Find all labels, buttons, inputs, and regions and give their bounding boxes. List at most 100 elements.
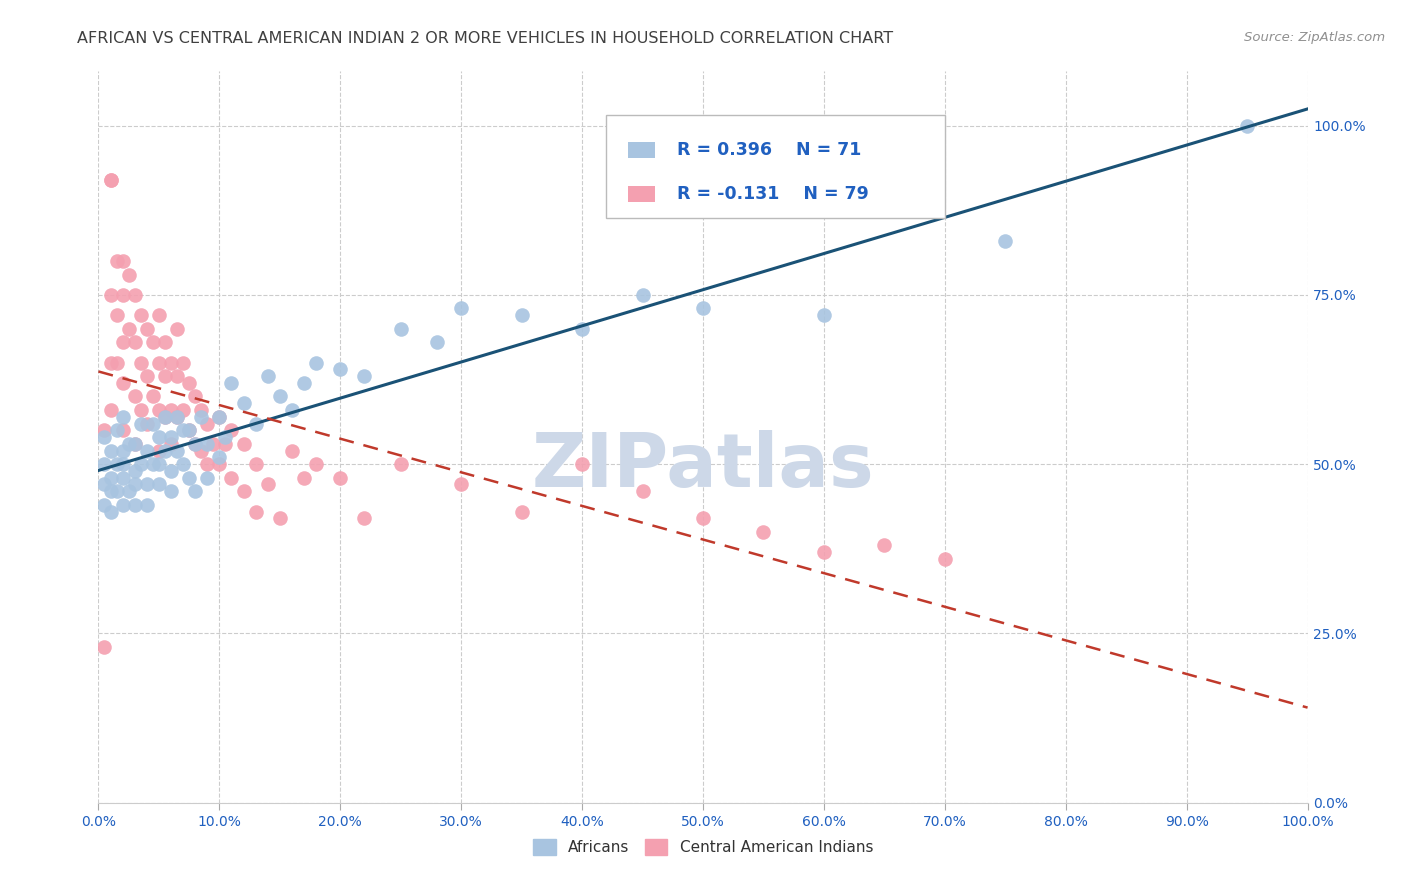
Point	[142, 389, 165, 403]
Point	[105, 423, 128, 437]
Point	[166, 409, 188, 424]
Point	[124, 437, 146, 451]
Point	[510, 308, 533, 322]
Point	[184, 437, 207, 451]
Point	[426, 335, 449, 350]
Point	[813, 545, 835, 559]
Point	[510, 505, 533, 519]
Point	[111, 443, 134, 458]
Point	[124, 464, 146, 478]
Point	[124, 335, 146, 350]
FancyBboxPatch shape	[606, 115, 945, 218]
Text: R = -0.131    N = 79: R = -0.131 N = 79	[676, 186, 869, 203]
Point	[160, 484, 183, 499]
Point	[873, 538, 896, 552]
Point	[148, 457, 170, 471]
Point	[353, 511, 375, 525]
Point	[190, 403, 212, 417]
Point	[214, 437, 236, 451]
Point	[153, 335, 176, 350]
Point	[148, 308, 170, 322]
Point	[190, 409, 212, 424]
Point	[292, 471, 315, 485]
Point	[195, 437, 218, 451]
Point	[172, 423, 194, 437]
Point	[100, 443, 122, 458]
Point	[166, 409, 188, 424]
Point	[124, 498, 146, 512]
Point	[752, 524, 775, 539]
Point	[153, 409, 176, 424]
Point	[118, 268, 141, 282]
Point	[305, 355, 328, 369]
Point	[166, 443, 188, 458]
Point	[111, 423, 134, 437]
Point	[105, 308, 128, 322]
Point	[129, 308, 152, 322]
Point	[118, 437, 141, 451]
Point	[172, 457, 194, 471]
Point	[93, 498, 115, 512]
Point	[160, 464, 183, 478]
Point	[813, 308, 835, 322]
Point	[153, 369, 176, 384]
Point	[353, 369, 375, 384]
Point	[232, 437, 254, 451]
Point	[179, 423, 201, 437]
Point	[100, 172, 122, 186]
Point	[281, 443, 304, 458]
Point	[208, 409, 231, 424]
Text: Source: ZipAtlas.com: Source: ZipAtlas.com	[1244, 31, 1385, 45]
Point	[111, 376, 134, 390]
Point	[111, 457, 134, 471]
Point	[129, 457, 152, 471]
Legend: Africans, Central American Indians: Africans, Central American Indians	[527, 833, 879, 861]
Point	[232, 396, 254, 410]
Point	[118, 322, 141, 336]
Point	[100, 288, 122, 302]
Point	[129, 417, 152, 431]
Point	[111, 254, 134, 268]
Point	[179, 423, 201, 437]
Point	[135, 498, 157, 512]
Point	[245, 417, 267, 431]
Point	[93, 430, 115, 444]
Point	[208, 409, 231, 424]
Point	[269, 511, 291, 525]
Point	[135, 369, 157, 384]
Point	[153, 409, 176, 424]
Point	[135, 417, 157, 431]
Point	[135, 322, 157, 336]
Point	[160, 437, 183, 451]
Point	[256, 369, 278, 384]
Point	[692, 301, 714, 316]
Point	[221, 471, 243, 485]
Text: AFRICAN VS CENTRAL AMERICAN INDIAN 2 OR MORE VEHICLES IN HOUSEHOLD CORRELATION C: AFRICAN VS CENTRAL AMERICAN INDIAN 2 OR …	[77, 31, 893, 46]
FancyBboxPatch shape	[628, 142, 655, 158]
Point	[214, 430, 236, 444]
Point	[111, 471, 134, 485]
Point	[105, 484, 128, 499]
Text: ZIPatlas: ZIPatlas	[531, 430, 875, 503]
Point	[100, 355, 122, 369]
Point	[129, 355, 152, 369]
Point	[142, 457, 165, 471]
Point	[111, 498, 134, 512]
Point	[100, 172, 122, 186]
Point	[153, 443, 176, 458]
Point	[118, 484, 141, 499]
Point	[166, 322, 188, 336]
Point	[184, 389, 207, 403]
Point	[389, 457, 412, 471]
Point	[129, 403, 152, 417]
Text: R = 0.396    N = 71: R = 0.396 N = 71	[676, 141, 860, 159]
Point	[195, 417, 218, 431]
Point	[93, 640, 115, 654]
Point	[202, 437, 225, 451]
Point	[571, 457, 593, 471]
Point	[100, 471, 122, 485]
Point	[93, 477, 115, 491]
FancyBboxPatch shape	[628, 186, 655, 202]
Point	[148, 443, 170, 458]
Point	[292, 376, 315, 390]
